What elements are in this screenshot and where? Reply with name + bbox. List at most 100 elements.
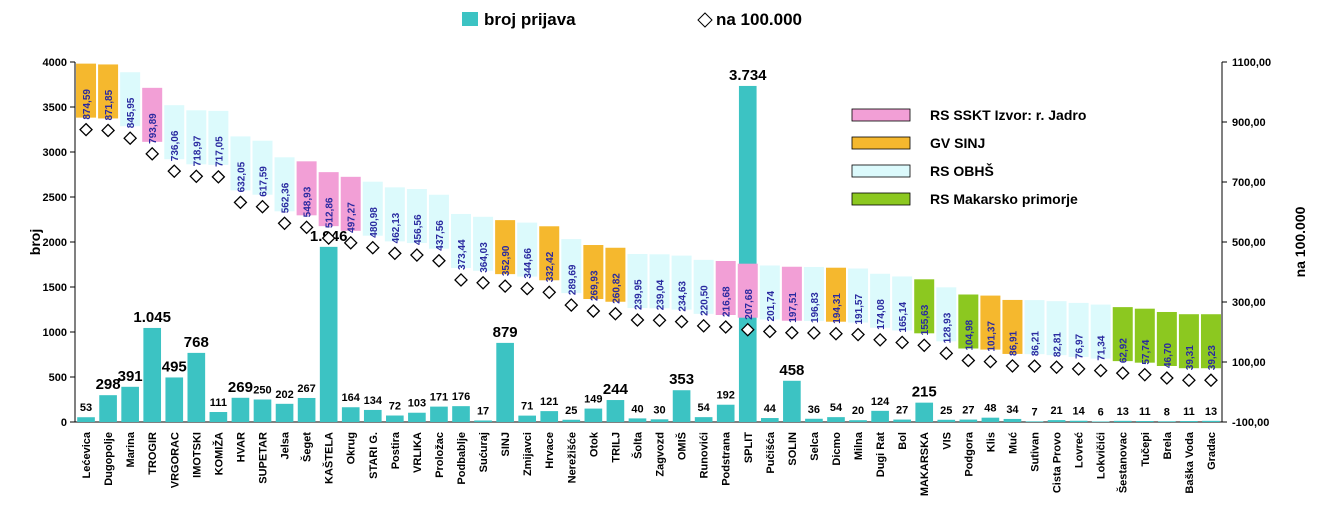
rate-marker	[718, 320, 733, 334]
x-tick-label: Nerežišće	[566, 432, 578, 483]
bar	[562, 419, 581, 422]
bar-value-label: 121	[540, 396, 558, 408]
rate-value-label: 76,97	[1075, 333, 1086, 358]
y-tick-label: 4000	[43, 57, 67, 69]
bar	[959, 419, 978, 422]
y-tick-label: 1500	[43, 282, 67, 294]
rate-marker	[167, 164, 182, 179]
bar-value-label: 124	[871, 396, 890, 408]
bar-value-label: 6	[1098, 406, 1104, 418]
y2-tick-label: 1100,00	[1232, 57, 1271, 69]
bar-value-label: 44	[764, 403, 777, 415]
bar	[716, 404, 735, 422]
rate-marker	[145, 146, 160, 161]
rate-label-box	[848, 268, 869, 323]
rate-value-label: 128,93	[942, 312, 953, 343]
rate-marker	[1159, 371, 1174, 385]
rate-label-box	[1090, 304, 1111, 359]
legend-swatch	[462, 12, 478, 26]
x-tick-label: Marina	[125, 431, 137, 467]
x-tick-label: MAKARSKA	[919, 432, 931, 496]
legend-label: broj prijava	[484, 10, 576, 29]
x-tick-label: Cista Provo	[1052, 432, 1064, 493]
rate-value-label: 220,50	[700, 285, 711, 316]
x-tick-label: Podbablje	[456, 432, 468, 485]
bar	[474, 420, 492, 422]
rate-marker	[762, 324, 777, 339]
y-tick-label: 2000	[43, 237, 67, 249]
rate-value-label: 39,23	[1207, 345, 1218, 370]
rate-value-label: 344,66	[523, 248, 534, 279]
bar	[849, 420, 867, 422]
bar	[408, 412, 426, 422]
x-tick-label: Dicmo	[831, 432, 843, 466]
rate-value-label: 194,31	[832, 293, 843, 324]
rate-label-box	[759, 265, 780, 320]
x-tick-label: Podgora	[963, 431, 975, 476]
bar	[386, 415, 404, 422]
bar	[165, 377, 184, 422]
rate-marker	[520, 281, 535, 296]
group-legend-swatch	[851, 108, 911, 122]
bar	[540, 411, 559, 422]
rate-value-label: 462,13	[391, 212, 402, 243]
y2-tick-label: 900,00	[1232, 117, 1266, 129]
x-tick-label: VIS	[941, 432, 953, 450]
rate-marker	[939, 346, 954, 361]
x-tick-label: Baška Voda	[1184, 431, 1196, 493]
rate-marker	[542, 285, 557, 300]
rate-marker	[365, 240, 380, 255]
x-tick-label: IMOTSKI	[191, 432, 203, 478]
bar-value-label: 34	[1006, 404, 1019, 416]
bar-value-label: 14	[1073, 406, 1086, 418]
rate-marker	[476, 275, 490, 290]
rate-marker	[740, 322, 755, 337]
rate-value-label: 57,74	[1141, 339, 1152, 364]
bar	[650, 419, 669, 422]
rate-label-box	[451, 213, 472, 268]
x-tick-label: VRLIKA	[412, 432, 424, 473]
rate-label-box	[781, 266, 802, 321]
bar-value-label: 149	[584, 394, 602, 406]
rate-label-box	[296, 161, 317, 216]
rate-value-label: 86,21	[1031, 331, 1042, 356]
bar	[628, 418, 647, 422]
rate-marker	[321, 231, 336, 246]
rate-label-box	[693, 259, 714, 314]
bar	[694, 417, 713, 422]
x-tick-label: Dugopolje	[103, 432, 115, 486]
x-tick-label: VRGORAC	[169, 432, 181, 488]
bar-value-label: 171	[430, 392, 448, 404]
rate-label-box	[164, 105, 185, 160]
bar	[99, 395, 117, 422]
rate-label-box	[914, 279, 935, 334]
bar-value-label: 27	[962, 405, 974, 417]
x-tick-label: KOMIŽA	[212, 432, 225, 475]
bar-value-label: 103	[408, 398, 426, 410]
x-tick-label: Okrug	[346, 432, 358, 464]
rate-value-label: 332,42	[545, 251, 556, 282]
rate-marker	[1093, 363, 1108, 378]
rate-value-label: 718,97	[192, 135, 203, 166]
rate-value-label: 289,69	[567, 264, 578, 295]
rate-marker	[895, 335, 910, 350]
y2-tick-label: 100,00	[1232, 357, 1266, 369]
y-tick-label: 500	[49, 372, 67, 384]
y2-tick-label: 700,00	[1232, 177, 1266, 189]
rate-marker	[1027, 359, 1042, 374]
rate-value-label: 155,63	[920, 304, 931, 335]
rate-marker	[277, 216, 292, 231]
bar-value-label: 458	[779, 362, 804, 379]
bar	[1069, 420, 1088, 422]
bar-value-label: 36	[808, 404, 820, 416]
x-tick-label: Lokvičići	[1096, 432, 1108, 479]
bar-value-label: 48	[984, 403, 996, 415]
bar-value-label: 495	[162, 358, 187, 375]
y2-tick-label: 300,00	[1232, 297, 1266, 309]
rate-value-label: 86,91	[1008, 330, 1019, 355]
rate-label-box	[870, 273, 891, 328]
bar-value-label: 1.045	[133, 309, 171, 326]
rate-label-box	[274, 157, 295, 212]
rate-label-box	[340, 176, 361, 231]
x-tick-label: TROGIR	[147, 432, 159, 475]
